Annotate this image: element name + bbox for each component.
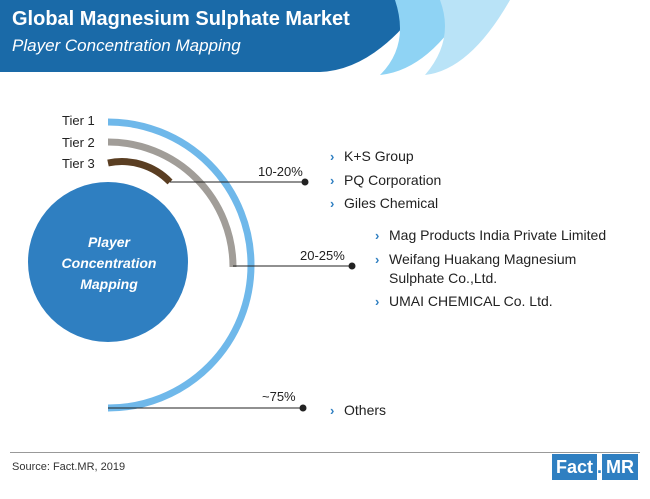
- footer-divider: [10, 452, 640, 453]
- chevron-right-icon: ›: [375, 294, 380, 309]
- concentration-diagram: [28, 118, 356, 412]
- source-note: Source: Fact.MR, 2019: [12, 461, 126, 473]
- header-banner: [0, 0, 510, 75]
- tier1-connector-dot: [299, 404, 307, 412]
- list-item: › Mag Products India Private Limited: [375, 227, 607, 243]
- tier3-arc: [107, 158, 173, 185]
- tier2-connector-dot: [348, 262, 356, 270]
- tier2-share: 20-25%: [300, 248, 345, 263]
- list-item: › UMAI CHEMICAL Co. Ltd.: [375, 293, 553, 309]
- list-item: › Weifang Huakang Magnesium: [375, 251, 577, 267]
- tier1-share: ~75%: [262, 389, 296, 404]
- header-light-wave-2: [425, 0, 510, 75]
- tier2-label: Tier 2: [62, 135, 95, 150]
- chevron-right-icon: ›: [330, 173, 335, 188]
- list-item: › Others: [330, 402, 387, 418]
- center-text-line3: Mapping: [80, 276, 138, 292]
- page-title: Global Magnesium Sulphate Market: [12, 8, 350, 30]
- tier3-connector-dot: [301, 178, 309, 186]
- factmr-logo: Fact . MR: [552, 454, 639, 480]
- chevron-right-icon: ›: [375, 252, 380, 267]
- chevron-right-icon: ›: [330, 403, 335, 418]
- center-text: Player Concentration Mapping: [44, 232, 174, 295]
- tier3-share: 10-20%: [258, 164, 303, 179]
- tier3-label: Tier 3: [62, 156, 95, 171]
- tier1-label: Tier 1: [62, 113, 95, 128]
- list-item: › K+S Group: [330, 148, 414, 164]
- center-text-line1: Player: [87, 234, 131, 250]
- header-dark-band: [0, 0, 425, 72]
- center-circle: [28, 182, 188, 342]
- tier2-arc: [107, 138, 237, 268]
- center-text-line2: Concentration: [61, 255, 157, 271]
- list-item: › Giles Chemical: [330, 195, 439, 211]
- tier1-arc: [107, 118, 255, 412]
- chevron-right-icon: ›: [330, 149, 335, 164]
- chevron-right-icon: ›: [330, 196, 335, 211]
- list-item-continuation: Sulphate Co.,Ltd.: [389, 270, 498, 286]
- page-subtitle: Player Concentration Mapping: [12, 36, 241, 55]
- list-item: › PQ Corporation: [330, 172, 442, 188]
- chevron-right-icon: ›: [375, 228, 380, 243]
